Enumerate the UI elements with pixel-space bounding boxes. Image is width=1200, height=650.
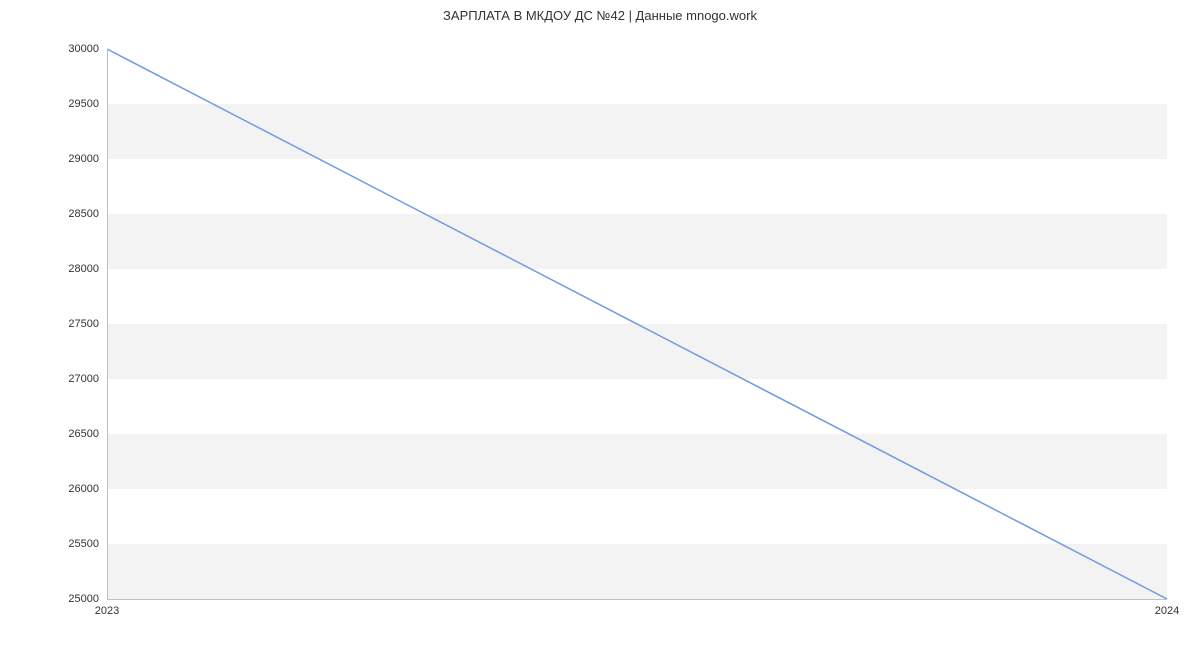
y-tick-label: 28500 <box>68 208 99 220</box>
y-tick-label: 28000 <box>68 263 99 275</box>
y-tick-label: 26500 <box>68 428 99 440</box>
chart-title: ЗАРПЛАТА В МКДОУ ДС №42 | Данные mnogo.w… <box>0 8 1200 23</box>
x-tick-label: 2023 <box>95 605 119 617</box>
y-tick-label: 26000 <box>68 483 99 495</box>
y-tick-label: 29500 <box>68 98 99 110</box>
x-tick-label: 2024 <box>1155 605 1179 617</box>
chart-container: ЗАРПЛАТА В МКДОУ ДС №42 | Данные mnogo.w… <box>0 0 1200 650</box>
x-axis-line <box>107 599 1167 600</box>
data-line <box>107 49 1167 599</box>
y-axis-line <box>107 49 108 599</box>
line-series <box>107 49 1167 599</box>
y-tick-label: 25500 <box>68 538 99 550</box>
y-tick-label: 25000 <box>68 593 99 605</box>
y-tick-label: 29000 <box>68 153 99 165</box>
y-tick-label: 30000 <box>68 43 99 55</box>
y-tick-label: 27000 <box>68 373 99 385</box>
plot-area: 2500025500260002650027000275002800028500… <box>107 49 1167 599</box>
y-tick-label: 27500 <box>68 318 99 330</box>
